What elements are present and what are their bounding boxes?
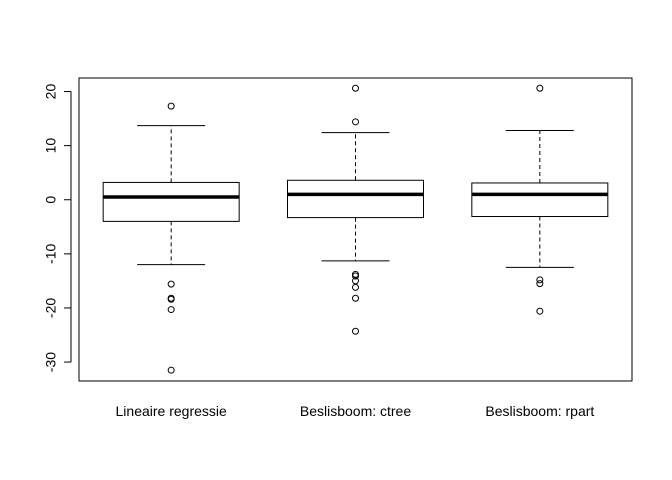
x-tick-label: Beslisboom: rpart: [485, 403, 594, 419]
iqr-box: [102, 181, 240, 222]
outlier-point: [352, 118, 359, 126]
x-tick-label: Beslisboom: ctree: [300, 403, 411, 419]
y-axis: -30 -20 -10 0 10 20: [43, 84, 72, 372]
y-tick-label: 20: [43, 84, 59, 100]
y-tick-label: -20: [43, 298, 59, 318]
box-group: [102, 102, 240, 374]
outlier-point: [536, 307, 544, 315]
plot-frame: [78, 77, 633, 382]
outlier-point: [536, 280, 544, 288]
x-axis: Lineaire regressie Beslisboom: ctree Besli…: [116, 403, 595, 419]
iqr-box: [471, 182, 609, 218]
outlier-point: [167, 102, 175, 110]
outlier-point: [167, 280, 175, 288]
outlier-point: [352, 294, 359, 302]
outlier-point: [352, 327, 359, 335]
y-tick-label: 10: [43, 138, 59, 154]
x-tick-label: Lineaire regressie: [116, 403, 227, 419]
outlier-point: [167, 366, 175, 374]
outlier-point: [536, 84, 544, 92]
y-tick-label: -30: [43, 352, 59, 372]
y-tick-label: -10: [43, 244, 59, 264]
y-tick-label: 0: [43, 196, 59, 204]
iqr-box: [287, 179, 424, 219]
box-group: [471, 84, 609, 315]
outlier-point: [352, 84, 359, 92]
outlier-point: [167, 295, 175, 303]
outlier-point: [536, 276, 544, 284]
outlier-point: [167, 306, 175, 314]
box-group: [287, 84, 424, 335]
boxes: [102, 84, 609, 374]
outlier-point: [352, 283, 359, 291]
outlier-point: [352, 272, 359, 280]
